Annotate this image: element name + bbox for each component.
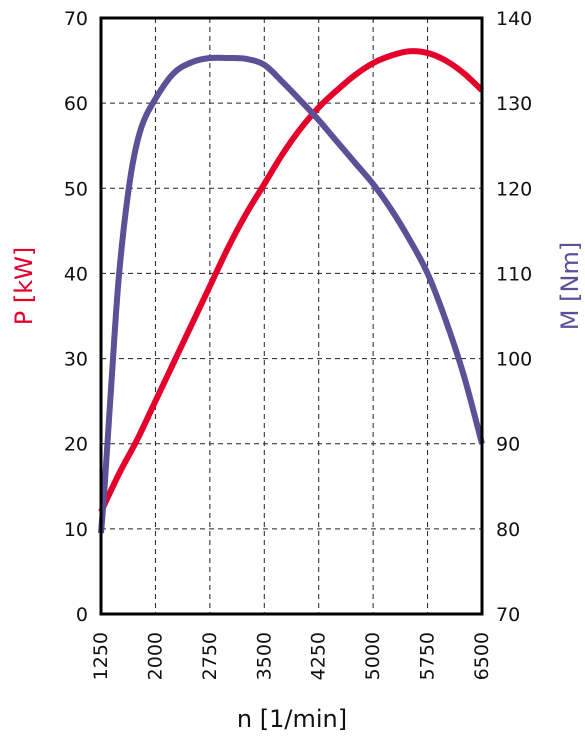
x-tick-label: 6500 <box>471 632 493 680</box>
x-tick-label: 4250 <box>308 632 330 680</box>
x-tick-label: 5000 <box>362 632 384 680</box>
torque-curve <box>98 54 485 534</box>
y-left-tick-label: 0 <box>76 604 88 626</box>
y-right-tick-label: 70 <box>496 604 520 626</box>
y-left-tick-label: 70 <box>64 8 88 30</box>
y-right-tick-label: 130 <box>496 93 532 115</box>
tick-labels: 1250 2000 2750 3500 4250 5000 5750 6500 0 70 10 80 2… <box>64 8 532 680</box>
x-axis-label: n [1/min] <box>237 705 347 733</box>
y-left-tick-label: 40 <box>64 263 88 285</box>
plot-frame <box>99 16 484 616</box>
y-right-tick-label: 80 <box>496 519 520 541</box>
y-right-tick-label: 110 <box>496 263 532 285</box>
y-left-tick-label: 30 <box>64 349 88 371</box>
power-curve <box>98 48 485 514</box>
y-right-tick-label: 90 <box>496 434 520 456</box>
x-tick-label: 1250 <box>90 632 112 680</box>
x-tick-label: 2750 <box>199 632 221 680</box>
y-left-tick-label: 50 <box>64 178 88 200</box>
grid-lines <box>101 18 482 614</box>
y-right-axis-label: M [Nm] <box>556 242 584 330</box>
y-left-tick-label: 60 <box>64 93 88 115</box>
series-group <box>98 48 485 534</box>
x-tick-label: 2000 <box>144 632 166 680</box>
y-left-tick-label: 10 <box>64 519 88 541</box>
y-left-tick-label: 20 <box>64 434 88 456</box>
y-right-tick-label: 140 <box>496 8 532 30</box>
y-right-tick-label: 120 <box>496 178 532 200</box>
x-tick-label: 3500 <box>253 632 275 680</box>
y-right-tick-label: 100 <box>496 349 532 371</box>
x-tick-label: 5750 <box>417 632 439 680</box>
y-left-axis-label: P [kW] <box>10 247 38 325</box>
